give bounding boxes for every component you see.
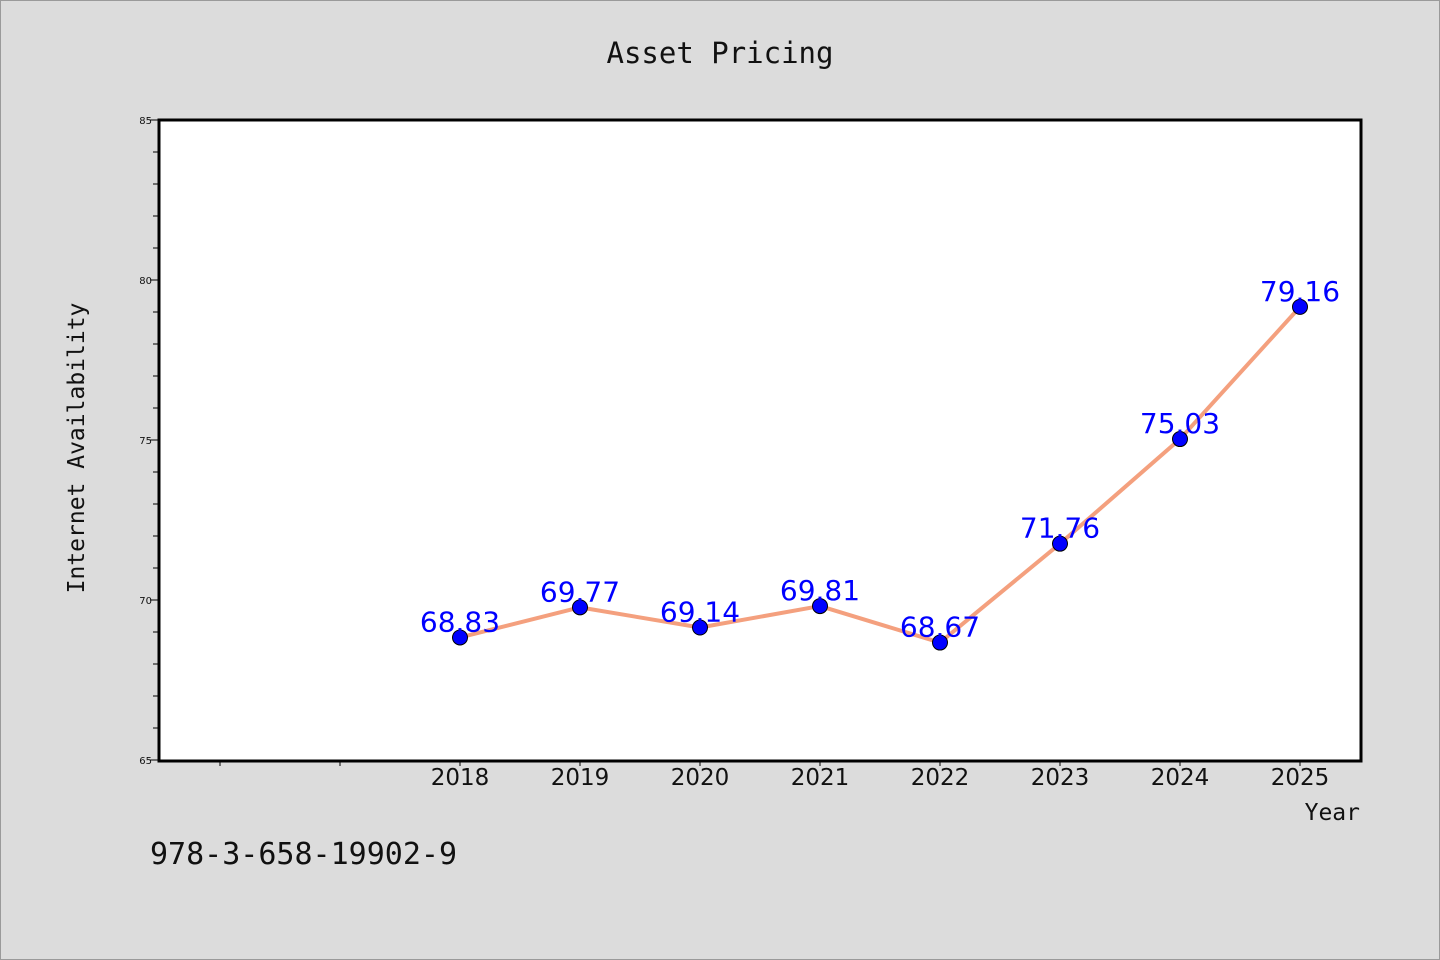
data-point bbox=[452, 629, 468, 646]
data-point bbox=[1052, 535, 1068, 552]
x-tick-label: 2025 bbox=[1271, 765, 1330, 791]
x-tick-label: 2024 bbox=[1151, 765, 1210, 791]
data-point bbox=[812, 598, 828, 615]
series-line bbox=[459, 305, 1302, 645]
y-tick-label: 85 bbox=[139, 116, 152, 127]
x-axis: 2018 2019 2020 2021 2022 2023 2024 2025 bbox=[219, 760, 1330, 791]
data-label: 68.83 bbox=[420, 605, 500, 638]
x-tick-label: 2023 bbox=[1031, 765, 1090, 791]
x-tick-label: 2021 bbox=[791, 765, 850, 791]
data-point bbox=[1172, 431, 1188, 448]
series-1: 68.83 69.77 69.14 69.81 68.67 71.76 75.03 79.16 bbox=[420, 275, 1340, 651]
x-tick-label: 2019 bbox=[551, 765, 610, 791]
isbn-text: 978-3-658-19902-9 bbox=[150, 837, 457, 872]
x-tick-label: 2022 bbox=[911, 765, 970, 791]
y-axis-label: Internet Availability bbox=[64, 303, 90, 594]
data-point bbox=[1292, 298, 1308, 315]
data-point bbox=[932, 634, 948, 651]
data-label: 71.76 bbox=[1020, 512, 1100, 545]
data-point bbox=[572, 599, 588, 616]
data-label: 79.16 bbox=[1260, 275, 1340, 308]
chart-title: Asset Pricing bbox=[607, 36, 834, 70]
y-tick-label: 80 bbox=[139, 276, 152, 287]
x-axis-label: Year bbox=[1305, 800, 1360, 826]
data-point bbox=[692, 619, 708, 636]
y-axis: 65 70 75 80 85 bbox=[139, 116, 160, 767]
data-label: 69.81 bbox=[780, 574, 860, 607]
y-tick-label: 65 bbox=[139, 756, 152, 767]
y-tick-label: 75 bbox=[139, 436, 152, 447]
data-label: 75.03 bbox=[1140, 407, 1220, 440]
x-tick-label: 2020 bbox=[671, 765, 730, 791]
data-label: 69.77 bbox=[540, 575, 620, 608]
plot-area bbox=[157, 118, 1363, 763]
data-label: 68.67 bbox=[900, 611, 980, 644]
data-label: 69.14 bbox=[660, 596, 740, 629]
y-tick-label: 70 bbox=[139, 596, 152, 607]
x-tick-label: 2018 bbox=[431, 765, 490, 791]
